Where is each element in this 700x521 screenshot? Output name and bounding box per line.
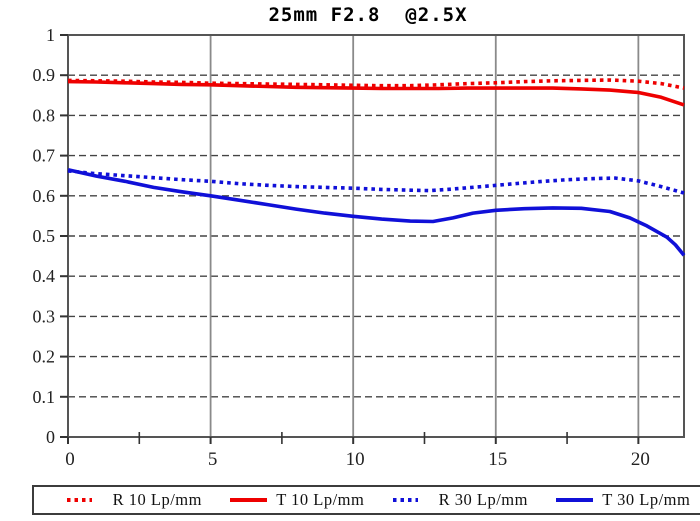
legend-item-r10: R 10 Lp/mm: [66, 490, 202, 510]
chart-title: 25mm F2.8 @2.5X: [268, 4, 468, 26]
legend-label-t30: T 30 Lp/mm: [602, 490, 691, 509]
legend-label-r10: R 10 Lp/mm: [112, 490, 202, 509]
y-tick-label: 0.7: [33, 146, 56, 166]
y-tick-label: 0.8: [33, 105, 56, 125]
y-tick-label: 0.5: [33, 226, 56, 246]
y-tick-label: 0.2: [33, 347, 56, 367]
y-tick-label: 0.9: [33, 65, 56, 85]
x-tick-label: 5: [208, 449, 218, 470]
curve-r-10-lp-mm: [67, 78, 685, 90]
y-tick-label: 1: [46, 25, 55, 45]
x-tick-label: 10: [346, 449, 365, 470]
y-tick-label: 0.6: [33, 186, 56, 206]
legend-label-r30: R 30 Lp/mm: [438, 490, 528, 509]
legend: R 10 Lp/mm T 10 Lp/mm R 30 Lp/mm T 30 Lp…: [32, 485, 700, 515]
y-tick-label: 0: [46, 427, 55, 447]
curve-t-10-lp-mm: [67, 79, 685, 107]
legend-swatch-t10-solid-icon: [230, 498, 268, 502]
plot-area: 00.10.20.30.40.50.60.70.80.910 5 10 15 20: [33, 25, 686, 470]
x-tick-label: 20: [631, 449, 650, 470]
legend-swatch-t30-solid-icon: [556, 498, 594, 502]
legend-swatch-r30-dotted-icon: [392, 498, 418, 502]
legend-item-t30: T 30 Lp/mm: [555, 490, 690, 510]
x-tick-label: 15: [488, 449, 507, 470]
legend-item-t10: T 10 Lp/mm: [229, 490, 364, 510]
x-tick-label: 0: [65, 449, 75, 470]
legend-item-r30: R 30 Lp/mm: [392, 490, 528, 510]
curve-t-30-lp-mm: [67, 167, 686, 257]
y-tick-label: 0.3: [33, 306, 56, 326]
y-tick-label: 0.4: [33, 266, 56, 286]
legend-label-t10: T 10 Lp/mm: [276, 490, 365, 509]
curve-r-30-lp-mm: [67, 169, 685, 195]
y-tick-label: 0.1: [33, 387, 56, 407]
legend-swatch-r10-dotted-icon: [66, 498, 92, 502]
